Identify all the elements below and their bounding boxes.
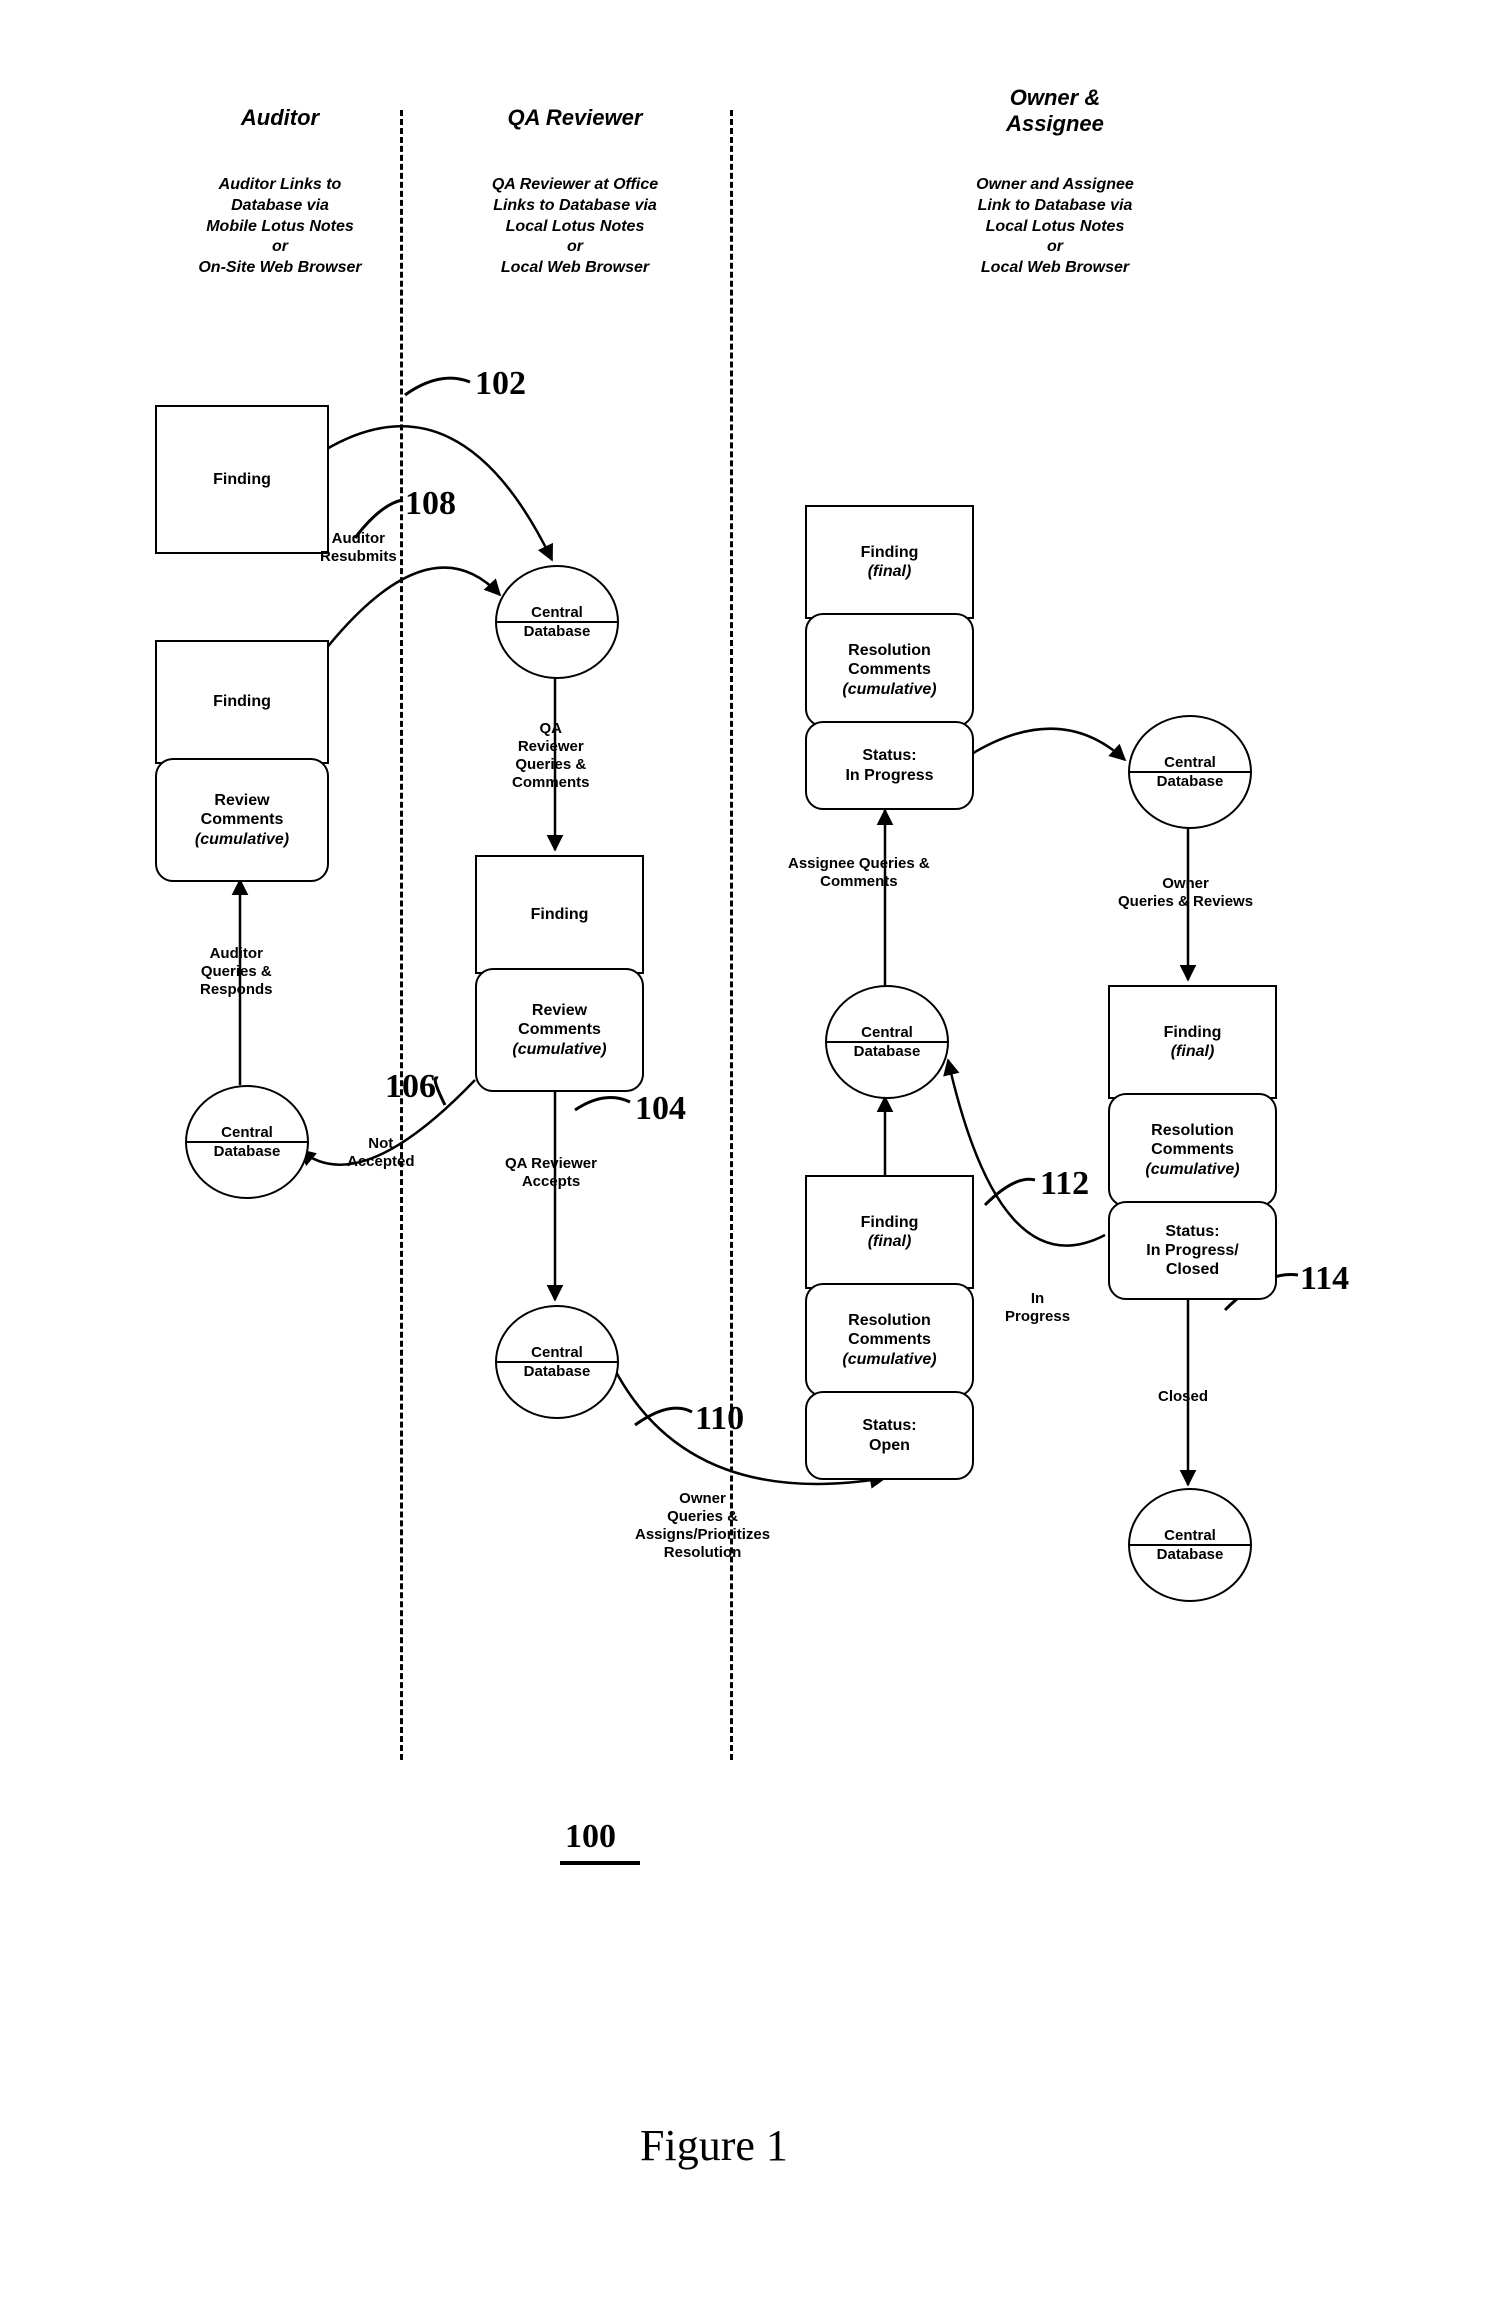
- figure-caption: Figure 1: [640, 2120, 788, 2171]
- node-n8: CentralDatabase: [495, 1305, 619, 1419]
- node-n20: CentralDatabase: [1128, 1488, 1252, 1602]
- node-n13: Finding(final): [805, 505, 974, 619]
- edge-label-1: QAReviewerQueries &Comments: [512, 720, 590, 792]
- edge-label-6: Assignee Queries &Comments: [788, 855, 930, 891]
- annotation-104: 104: [635, 1090, 686, 1128]
- edge-e_to_owner_db: [970, 729, 1125, 760]
- node-n10: ResolutionComments(cumulative): [805, 1283, 974, 1397]
- col-sub-auditor: Auditor Links toDatabase viaMobile Lotus…: [170, 175, 390, 279]
- annotation-114: 114: [1300, 1260, 1349, 1298]
- edge-label-7: OwnerQueries & Reviews: [1118, 875, 1253, 911]
- node-n11: Status:Open: [805, 1391, 974, 1480]
- node-n2: Finding: [155, 640, 329, 764]
- edge-label-4: QA ReviewerAccepts: [505, 1155, 597, 1191]
- node-n12: CentralDatabase: [825, 985, 949, 1099]
- col-sub-owner: Owner and AssigneeLink to Database viaLo…: [945, 175, 1165, 279]
- annotation-108: 108: [405, 485, 456, 523]
- node-n4: CentralDatabase: [185, 1085, 309, 1199]
- col-title-qa: QA Reviewer: [475, 105, 675, 131]
- annotation-110: 110: [695, 1400, 744, 1438]
- edge-e108: [325, 568, 500, 650]
- node-n6: Finding: [475, 855, 644, 974]
- edge-label-9: Closed: [1158, 1388, 1208, 1406]
- diagram-canvas: Auditor QA Reviewer Owner &Assignee Audi…: [0, 0, 1487, 2310]
- edge-label-0: AuditorResubmits: [320, 530, 397, 566]
- node-n7: ReviewComments(cumulative): [475, 968, 644, 1092]
- node-n16: CentralDatabase: [1128, 715, 1252, 829]
- annotation-106: 106: [385, 1068, 436, 1106]
- node-n19: Status:In Progress/Closed: [1108, 1201, 1277, 1300]
- col-sub-qa: QA Reviewer at OfficeLinks to Database v…: [465, 175, 685, 279]
- annotation-102: 102: [475, 365, 526, 403]
- edge-label-2: AuditorQueries &Responds: [200, 945, 273, 999]
- node-n18: ResolutionComments(cumulative): [1108, 1093, 1277, 1207]
- col-title-auditor: Auditor: [180, 105, 380, 131]
- divider-1: [400, 110, 403, 1760]
- node-n14: ResolutionComments(cumulative): [805, 613, 974, 727]
- node-n9: Finding(final): [805, 1175, 974, 1289]
- node-n5: CentralDatabase: [495, 565, 619, 679]
- edge-label-5: OwnerQueries &Assigns/PrioritizesResolut…: [635, 1490, 770, 1562]
- col-title-owner: Owner &Assignee: [955, 85, 1155, 137]
- edge-label-8: InProgress: [1005, 1290, 1070, 1326]
- annotation-100: 100: [565, 1818, 616, 1856]
- node-n17: Finding(final): [1108, 985, 1277, 1099]
- node-n3: ReviewComments(cumulative): [155, 758, 329, 882]
- node-n15: Status:In Progress: [805, 721, 974, 810]
- edge-label-3: NotAccepted: [347, 1135, 415, 1171]
- node-n1: Finding: [155, 405, 329, 554]
- annotation-112: 112: [1040, 1165, 1089, 1203]
